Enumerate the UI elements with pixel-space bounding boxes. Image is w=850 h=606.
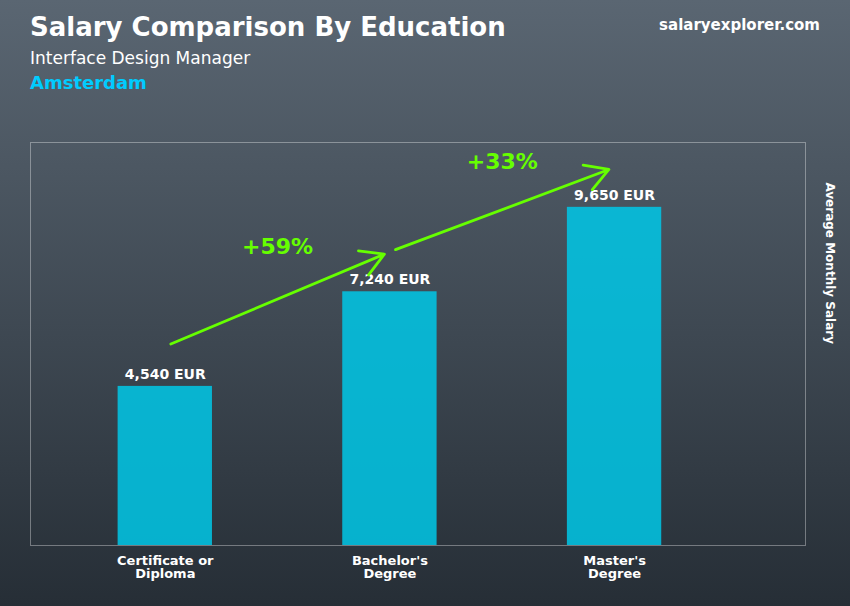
html-text:Interface Design Manager: Interface Design Manager: [30, 48, 251, 68]
svg-text:Average Monthly Salary: Average Monthly Salary: [823, 182, 837, 344]
svg-text:9,650 EUR: 9,650 EUR: [574, 187, 655, 203]
html-text:Amsterdam: Amsterdam: [30, 72, 147, 93]
svg-text:Master'sDegree: Master'sDegree: [583, 553, 646, 581]
html-text:Salary Comparison By Education: Salary Comparison By Education: [30, 12, 506, 42]
svg-text:7,240 EUR: 7,240 EUR: [349, 271, 430, 287]
svg-text:Bachelor'sDegree: Bachelor'sDegree: [352, 553, 428, 581]
svg-text:4,540 EUR: 4,540 EUR: [125, 366, 206, 382]
svg-text:+59%: +59%: [242, 234, 313, 259]
svg-text:+33%: +33%: [467, 149, 538, 174]
svg-text:Certificate orDiploma: Certificate orDiploma: [117, 553, 214, 581]
html-text:salaryexplorer.com: salaryexplorer.com: [659, 16, 820, 34]
